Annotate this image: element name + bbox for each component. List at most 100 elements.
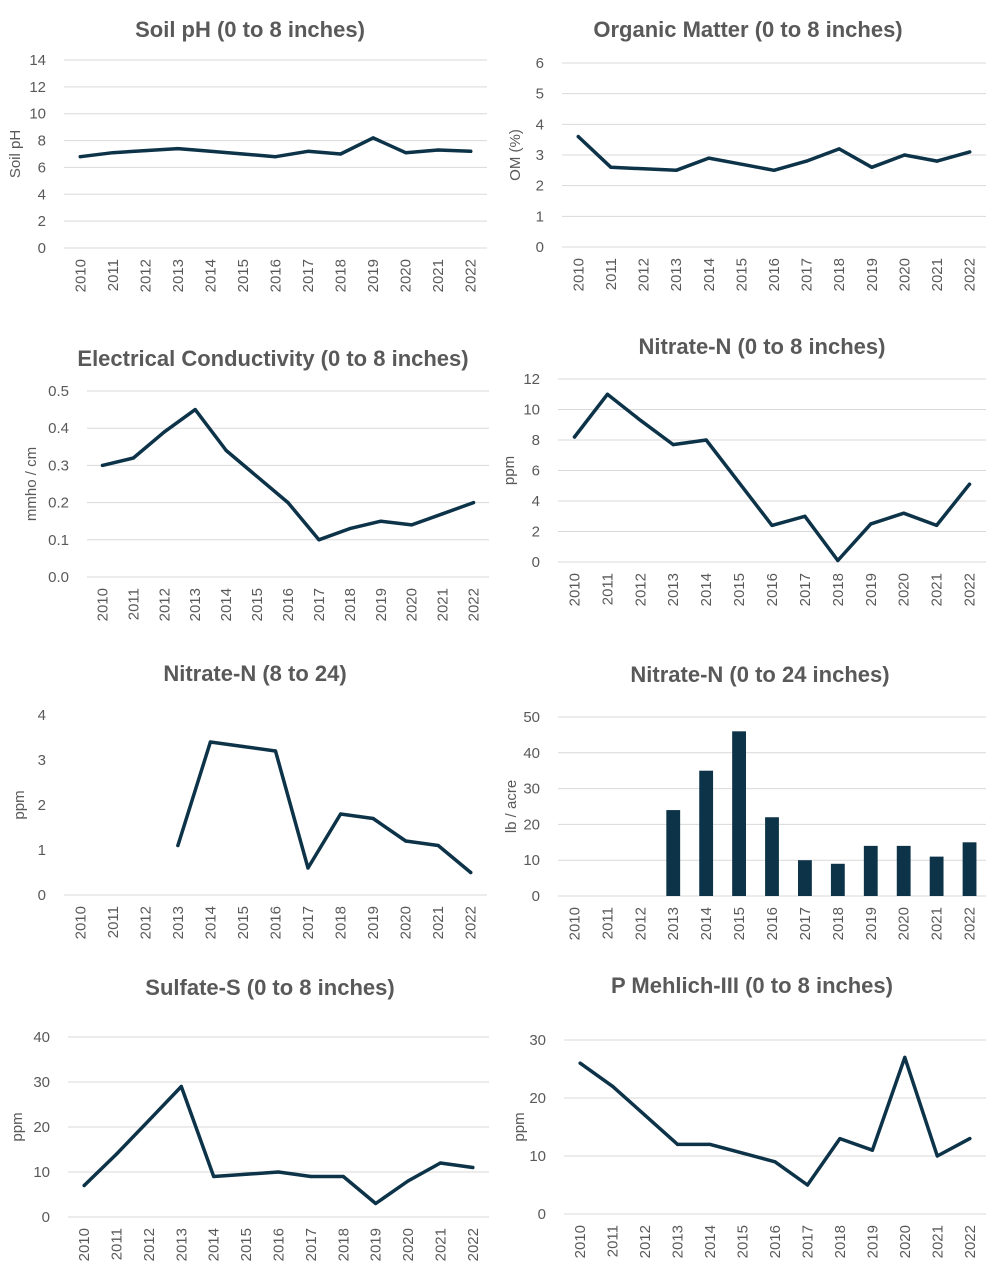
x-tick-label: 2016 — [268, 259, 285, 292]
data-point-2010 — [78, 155, 82, 159]
y-axis-label: Soil pH — [7, 130, 24, 178]
x-tick-label: 2012 — [632, 907, 649, 940]
x-tick-label: 2019 — [864, 1225, 881, 1258]
y-tick-label: 10 — [33, 1164, 50, 1181]
x-tick-label: 2022 — [962, 1225, 979, 1258]
x-tick-label: 2010 — [76, 1228, 93, 1261]
x-tick-label: 2015 — [733, 258, 750, 291]
y-tick-label: 10 — [29, 106, 46, 123]
x-tick-label: 2010 — [566, 907, 583, 940]
x-tick-label: 2012 — [632, 573, 649, 606]
x-tick-label: 2015 — [235, 906, 252, 939]
data-point-2010 — [576, 135, 580, 139]
data-point-2021 — [935, 1154, 939, 1158]
data-point-2013 — [674, 168, 678, 172]
y-axis-label: ppm — [501, 456, 518, 485]
x-tick-label: 2013 — [665, 907, 682, 940]
y-tick-label: 4 — [532, 493, 540, 510]
data-point-2016 — [772, 168, 776, 172]
y-tick-label: 40 — [33, 1029, 50, 1046]
data-point-2019 — [374, 1201, 378, 1206]
data-point-2020 — [406, 1179, 410, 1183]
data-point-2014 — [212, 1174, 216, 1179]
data-point-2016 — [773, 1160, 777, 1164]
x-tick-label: 2020 — [398, 906, 415, 939]
x-tick-label: 2014 — [202, 906, 219, 939]
data-point-2018 — [838, 1137, 842, 1141]
x-tick-label: 2013 — [187, 588, 204, 621]
x-tick-label: 2015 — [238, 1228, 255, 1261]
y-axis-label: ppm — [9, 1112, 26, 1141]
y-tick-label: 4 — [536, 116, 544, 133]
y-tick-label: 10 — [523, 402, 540, 419]
y-tick-label: 0 — [38, 887, 46, 904]
data-point-2012 — [147, 1118, 151, 1122]
x-tick-label: 2018 — [831, 258, 848, 291]
data-point-2017 — [317, 538, 321, 542]
data-point-2013 — [176, 843, 180, 848]
data-point-2012 — [641, 167, 646, 171]
x-tick-label: 2021 — [430, 906, 447, 939]
y-axis-label: OM (%) — [507, 129, 524, 181]
x-tick-label: 2011 — [125, 588, 142, 620]
y-tick-label: 0.1 — [48, 532, 69, 549]
data-point-2020 — [404, 151, 408, 155]
data-point-2012 — [162, 430, 166, 434]
data-point-2015 — [737, 481, 741, 485]
chart-soil-ph: Soil pH (0 to 8 inches) Soil pH 0 2 4 6 8 10 12 1… — [0, 0, 499, 320]
x-tick-label: 2019 — [864, 258, 881, 291]
x-tick-label: 2012 — [137, 259, 154, 292]
data-point-2022 — [469, 870, 473, 875]
x-tick-label: 2011 — [599, 907, 616, 939]
y-tick-label: 0 — [538, 1206, 546, 1223]
x-tick-label: 2017 — [799, 258, 816, 291]
data-point-2016 — [273, 155, 278, 159]
x-tick-label: 2016 — [767, 1225, 784, 1258]
y-tick-label: 2 — [536, 178, 544, 195]
chart-title: Nitrate-N (0 to 8 inches) — [639, 334, 886, 359]
data-point-2015 — [244, 1172, 248, 1176]
bar-2014 — [699, 770, 714, 896]
x-tick-label: 2020 — [896, 907, 913, 940]
x-tick-label: 2016 — [268, 906, 285, 939]
data-point-2020 — [404, 839, 408, 843]
x-tick-label: 2015 — [249, 588, 266, 621]
x-tick-label: 2014 — [698, 907, 715, 940]
y-tick-label: 14 — [29, 52, 46, 69]
data-point-2020 — [902, 153, 907, 157]
x-tick-label: 2022 — [962, 907, 979, 940]
chart-nitrate-8-24: Nitrate-N (8 to 24) ppm 0 1 2 3 4 2010 2011 2012 2… — [0, 640, 499, 960]
bar-2019 — [863, 845, 878, 896]
y-tick-label: 8 — [532, 432, 540, 449]
y-tick-label: 0 — [536, 239, 544, 256]
series-line — [578, 1055, 972, 1187]
x-tick-label: 2015 — [731, 907, 748, 940]
series-line — [82, 1084, 475, 1206]
bar-2015 — [732, 731, 746, 896]
chart-svg: P Mehlich-III (0 to 8 inches) ppm 0 10 20 30 2… — [511, 973, 986, 1258]
x-tick-label: 2012 — [637, 1225, 654, 1258]
data-point-2018 — [348, 527, 352, 531]
data-point-2015 — [740, 1151, 745, 1155]
chart-electrical-conductivity: Electrical Conductivity (0 to 8 inches) m… — [0, 320, 499, 640]
data-point-2012 — [643, 1113, 647, 1117]
x-tick-label: 2021 — [929, 1225, 946, 1258]
y-tick-label: 0 — [532, 888, 540, 905]
y-tick-label: 40 — [523, 745, 540, 762]
x-tick-label: 2010 — [72, 906, 89, 939]
data-point-2010 — [578, 1061, 582, 1065]
data-point-2013 — [176, 147, 180, 151]
chart-svg: Nitrate-N (8 to 24) ppm 0 1 2 3 4 2010 2011 2012 2… — [11, 661, 487, 939]
x-tick-label: 2014 — [702, 1225, 719, 1258]
data-point-2014 — [224, 448, 228, 453]
chart-svg: Organic Matter (0 to 8 inches) OM (%) 0 1 2 3… — [507, 17, 986, 291]
x-tick-label: 2015 — [735, 1225, 752, 1258]
x-tick-label: 2010 — [94, 588, 111, 621]
x-tick-label: 2014 — [698, 573, 715, 606]
x-tick-label: 2019 — [373, 588, 390, 621]
x-tick-label: 2012 — [156, 588, 173, 621]
data-point-2011 — [114, 1152, 119, 1156]
data-point-2022 — [967, 482, 972, 486]
x-tick-label: 2021 — [430, 259, 447, 292]
y-tick-label: 2 — [38, 797, 46, 814]
